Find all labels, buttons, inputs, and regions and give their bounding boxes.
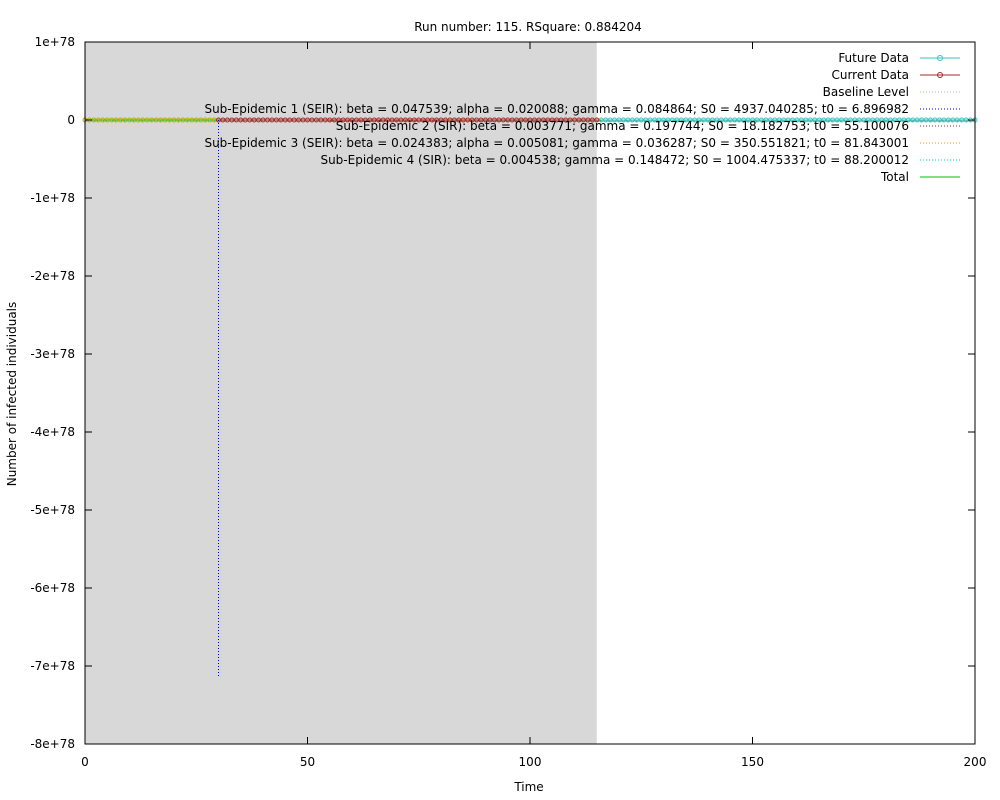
series-layer: [82, 117, 978, 677]
x-tick-label: 50: [300, 755, 315, 769]
tick-layer: 0 50 100 150 200 1e+78 0 -1e+78 -2e+78 -3e+78 -4e+…: [30, 35, 986, 769]
data-point: [594, 117, 600, 123]
x-tick-label: 200: [964, 755, 987, 769]
y-tick-label: -5e+78: [30, 503, 75, 517]
legend-label: Future Data: [838, 51, 909, 65]
y-tick-label: -2e+78: [30, 269, 75, 283]
legend-label: Total: [880, 170, 909, 184]
y-tick-label: -7e+78: [30, 659, 75, 673]
y-tick-label: 0: [67, 113, 75, 127]
y-tick-label: 1e+78: [35, 35, 75, 49]
shaded-region: [85, 42, 597, 744]
legend-label: Sub-Epidemic 2 (SIR): beta = 0.003771; g…: [336, 119, 909, 133]
y-tick-label: -3e+78: [30, 347, 75, 361]
legend: Future Data Current Data Baseline Level Sub…: [204, 51, 960, 184]
y-tick-label: -4e+78: [30, 425, 75, 439]
chart-title: Run number: 115. RSquare: 0.884204: [414, 20, 642, 34]
y-tick-label: -8e+78: [30, 737, 75, 751]
legend-swatch-marker: [937, 55, 943, 61]
x-tick-label: 0: [81, 755, 89, 769]
shaded-region-layer: [85, 42, 597, 744]
x-axis-label: Time: [513, 780, 543, 794]
y-tick-label: -1e+78: [30, 191, 75, 205]
y-axis-label: Number of infected individuals: [5, 302, 19, 487]
legend-label: Sub-Epidemic 1 (SEIR): beta = 0.047539; …: [204, 102, 909, 116]
x-tick-label: 150: [741, 755, 764, 769]
legend-label: Sub-Epidemic 3 (SEIR): beta = 0.024383; …: [204, 136, 909, 150]
x-tick-label: 100: [519, 755, 542, 769]
legend-label: Current Data: [831, 68, 909, 82]
legend-swatch-marker: [937, 72, 943, 78]
y-tick-label: -6e+78: [30, 581, 75, 595]
legend-label: Baseline Level: [823, 85, 909, 99]
legend-label: Sub-Epidemic 4 (SIR): beta = 0.004538; g…: [320, 153, 909, 167]
